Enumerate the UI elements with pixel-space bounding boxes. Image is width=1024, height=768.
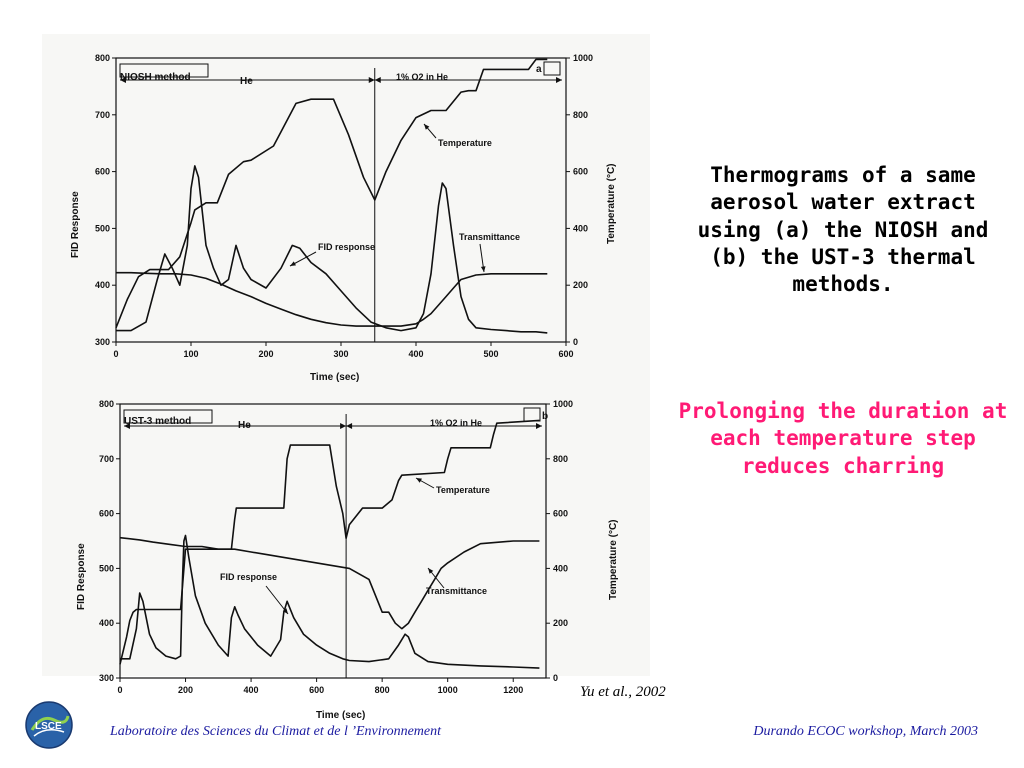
- annotation-transmittance: Transmittance: [426, 586, 487, 596]
- footer-lab-name: Laboratoire des Sciences du Climat et de…: [110, 724, 442, 739]
- series-transmittance: [116, 271, 548, 327]
- y-tick-label-left: 300: [95, 337, 110, 347]
- x-tick-label: 0: [113, 349, 118, 359]
- x-axis-label: Time (sec): [316, 710, 365, 721]
- y-tick-label-left: 700: [99, 454, 114, 464]
- x-tick-label: 600: [309, 685, 324, 695]
- x-tick-label: 1000: [438, 685, 458, 695]
- arrow-head: [340, 423, 347, 429]
- panel-label: b: [542, 411, 548, 422]
- x-tick-label: 500: [483, 349, 498, 359]
- x-tick-label: 0: [117, 685, 122, 695]
- y-tick-label-right: 600: [553, 509, 568, 519]
- annotation-fid-response: FID response: [318, 242, 375, 252]
- y-tick-label-left: 500: [95, 223, 110, 233]
- y-tick-label-left: 600: [95, 167, 110, 177]
- x-tick-label: 600: [558, 349, 573, 359]
- y-tick-label-left: 700: [95, 110, 110, 120]
- x-tick-label: 200: [178, 685, 193, 695]
- footer-workshop: Durando ECOC workshop, March 2003: [753, 724, 978, 739]
- method-label: NIOSH method: [120, 72, 191, 83]
- arrow-head: [374, 77, 381, 83]
- series-fid-response: [116, 165, 548, 334]
- x-tick-label: 1200: [503, 685, 523, 695]
- plot-area: 0 100 200 300 400 500 600 300 400 500 600 700 800 0 20…: [95, 53, 593, 359]
- y-tick-label-left: 400: [95, 280, 110, 290]
- y-tick-label-right: 0: [573, 337, 578, 347]
- x-tick-label: 100: [183, 349, 198, 359]
- y-tick-label-right: 0: [553, 673, 558, 683]
- svg-text:LSCE: LSCE: [35, 721, 62, 732]
- y-tick-label-right: 1000: [573, 53, 593, 63]
- arrow-head: [536, 423, 542, 429]
- slide-title: Thermograms of a same aerosol water extr…: [697, 163, 989, 297]
- thermogram-niosh-chart: 0 100 200 300 400 500 600 300 400 500 600 700 800 0 20…: [70, 53, 617, 383]
- phase-label-he: He: [240, 76, 253, 87]
- y-tick-label-left: 600: [99, 509, 114, 519]
- annotation-temperature: Temperature: [436, 485, 490, 495]
- annotation-fid-response: FID response: [220, 572, 277, 582]
- panel-label: a: [536, 64, 542, 75]
- x-tick-label: 400: [408, 349, 423, 359]
- pointer-transmittance-head: [428, 568, 434, 574]
- plot-frame: [115, 57, 567, 343]
- arrow-head: [368, 77, 375, 83]
- y-tick-label-left: 800: [95, 53, 110, 63]
- x-tick-label: 800: [375, 685, 390, 695]
- y-tick-label-right: 400: [553, 563, 568, 573]
- phase-label-oxygen: 1% O2 in He: [396, 72, 448, 82]
- y-tick-label-left: 300: [99, 673, 114, 683]
- thermogram-ust3-chart: 0 200 400 600 800 1000 1200 300 400 500 600 700 800 0…: [76, 399, 619, 721]
- series-temperature: [115, 58, 548, 329]
- y-axis-label-left: FID Response: [76, 543, 87, 610]
- y-tick-label-left: 500: [99, 563, 114, 573]
- x-tick-label: 200: [258, 349, 273, 359]
- phase-label-oxygen: 1% O2 in He: [430, 418, 482, 428]
- y-tick-label-right: 800: [573, 110, 588, 120]
- arrow-head: [556, 77, 562, 83]
- x-axis-label: Time (sec): [310, 372, 359, 383]
- arrow-head: [124, 423, 130, 429]
- method-label-box: [119, 63, 209, 78]
- plot-frame: [119, 403, 547, 679]
- x-tick-label: 400: [244, 685, 259, 695]
- annotation-transmittance: Transmittance: [459, 232, 520, 242]
- y-axis-label-right: Temperature (°C): [606, 164, 617, 245]
- x-tick-label: 300: [333, 349, 348, 359]
- y-tick-label-right: 200: [573, 280, 588, 290]
- phase-label-he: He: [238, 420, 251, 431]
- y-axis-label-left: FID Response: [70, 191, 81, 258]
- arrow-head: [120, 77, 126, 83]
- y-tick-label-right: 200: [553, 618, 568, 628]
- plot-area: 0 200 400 600 800 1000 1200 300 400 500 600 700 800 0…: [99, 399, 573, 695]
- series-temperature: [119, 419, 540, 665]
- slide-subtitle: Prolonging the duration at each temperat…: [678, 399, 1008, 478]
- panel-label-box: [523, 407, 541, 422]
- series-transmittance: [119, 536, 540, 630]
- y-tick-label-right: 400: [573, 223, 588, 233]
- pointer-fid-response-head: [282, 608, 288, 614]
- series-fid-response: [120, 534, 540, 669]
- lsce-logo: LSCE: [25, 701, 73, 749]
- y-tick-label-right: 600: [573, 167, 588, 177]
- arrow-head: [346, 423, 353, 429]
- method-label-box: [123, 409, 213, 424]
- pointer-transmittance-head: [480, 266, 486, 272]
- y-tick-label-left: 400: [99, 618, 114, 628]
- pointer-temperature-head: [416, 478, 422, 483]
- y-tick-label-right: 800: [553, 454, 568, 464]
- pointer-fid-response-head: [290, 261, 296, 266]
- y-tick-label-left: 800: [99, 399, 114, 409]
- panel-label-box: [543, 61, 561, 76]
- annotation-temperature: Temperature: [438, 138, 492, 148]
- y-tick-label-right: 1000: [553, 399, 573, 409]
- y-axis-label-right: Temperature (°C): [608, 520, 619, 601]
- method-label: UST-3 method: [124, 416, 191, 427]
- pointer-fid-response: [265, 585, 289, 615]
- citation: Yu et al., 2002: [580, 684, 666, 700]
- pointer-temperature-head: [424, 124, 430, 130]
